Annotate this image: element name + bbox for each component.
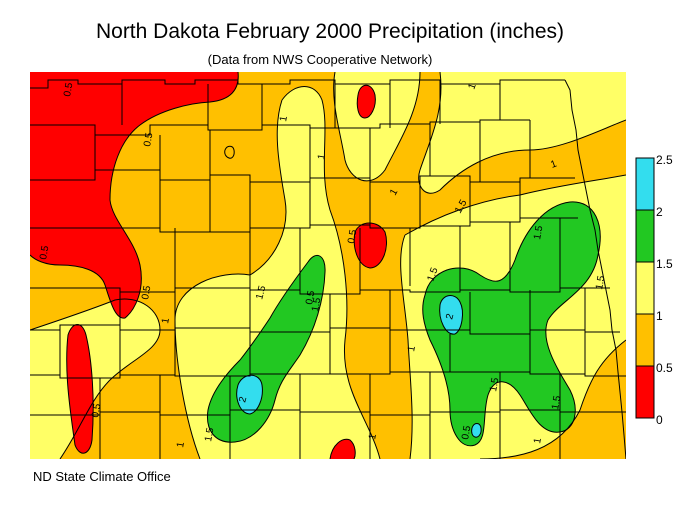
zone-2-2.5-central xyxy=(236,375,263,414)
zone-0-0.5-northwest xyxy=(30,72,239,319)
contour-label: 1 xyxy=(549,158,558,170)
county-boundaries xyxy=(30,79,626,459)
contour-label: 1 xyxy=(160,317,172,325)
zone-0-0.5-central-spot xyxy=(354,223,387,268)
legend-bin-3 xyxy=(635,209,655,263)
contour-label: 1.5 xyxy=(203,426,216,442)
contour-label: 1.5 xyxy=(594,274,607,290)
map-title: North Dakota February 2000 Precipitation… xyxy=(95,20,565,43)
contour-label: 0.5 xyxy=(90,402,103,418)
map-subtitle: (Data from NWS Cooperative Network) xyxy=(207,52,433,67)
legend-tick-0: 0 xyxy=(656,413,663,427)
zone-1-1.5-north xyxy=(418,72,626,194)
contour-label: 2 xyxy=(444,312,456,321)
contour-label: 1 xyxy=(406,345,418,353)
legend-tick-3: 1.5 xyxy=(656,257,673,271)
contour-label: 0.5 xyxy=(140,284,153,300)
contour-label: 1 xyxy=(278,115,290,123)
contour-label: 1.5 xyxy=(310,296,323,312)
legend-bin-4 xyxy=(635,157,655,211)
contour-label: 0.5 xyxy=(62,81,75,97)
contour-label: 1.5 xyxy=(254,284,268,301)
zone-0-0.5-west-strip xyxy=(66,324,94,454)
legend-bin-1 xyxy=(635,313,655,367)
contour-label: 0.5 xyxy=(38,244,51,260)
contour-label: 0.5 xyxy=(346,228,359,244)
legend-bin-2 xyxy=(635,261,655,315)
zone-2-2.5-east xyxy=(439,295,463,335)
legend-tick-4: 2 xyxy=(656,205,663,219)
zone-2-2.5-se-spot xyxy=(471,423,482,438)
contour-label: 1.5 xyxy=(532,224,545,240)
contour-label: 1 xyxy=(532,437,544,445)
contour-lines xyxy=(30,72,626,459)
contour-label: 1 xyxy=(466,82,478,91)
contour-label: 2 xyxy=(237,395,249,404)
contour-label: 1.5 xyxy=(550,394,563,410)
contour-label: 0.5 xyxy=(142,131,155,147)
contour-label: 1 xyxy=(175,441,187,449)
contour-label: 1 xyxy=(367,433,379,441)
legend-tick-5: 2.5 xyxy=(656,153,673,167)
contour-label: 0.5 xyxy=(460,424,473,440)
legend-bin-0 xyxy=(635,365,655,419)
contour-label: 1 xyxy=(316,153,328,161)
legend-tick-1: 0.5 xyxy=(656,361,673,375)
credit-line: ND State Climate Office xyxy=(33,469,171,484)
zone-1-1.5-nc xyxy=(333,72,420,181)
contour-label: 1 xyxy=(388,187,401,198)
contour-label: 0.5 xyxy=(304,289,317,305)
zone-1-1.5-west xyxy=(30,299,160,459)
zone-1.5-2-east xyxy=(422,201,601,446)
contour-label: 1.5 xyxy=(488,376,501,392)
contour-label: 1.5 xyxy=(425,266,440,283)
zone-1-1.5-central xyxy=(175,86,380,459)
zone-0-0.5-south-spot xyxy=(330,439,356,459)
legend-tick-2: 1 xyxy=(656,309,663,323)
contour-labels: 0.5 0.5 0.5 0.5 0.5 0.5 0.5 1 1 1 1 1 1 … xyxy=(38,81,607,448)
zone-0-0.5-nc-spot xyxy=(357,85,376,118)
